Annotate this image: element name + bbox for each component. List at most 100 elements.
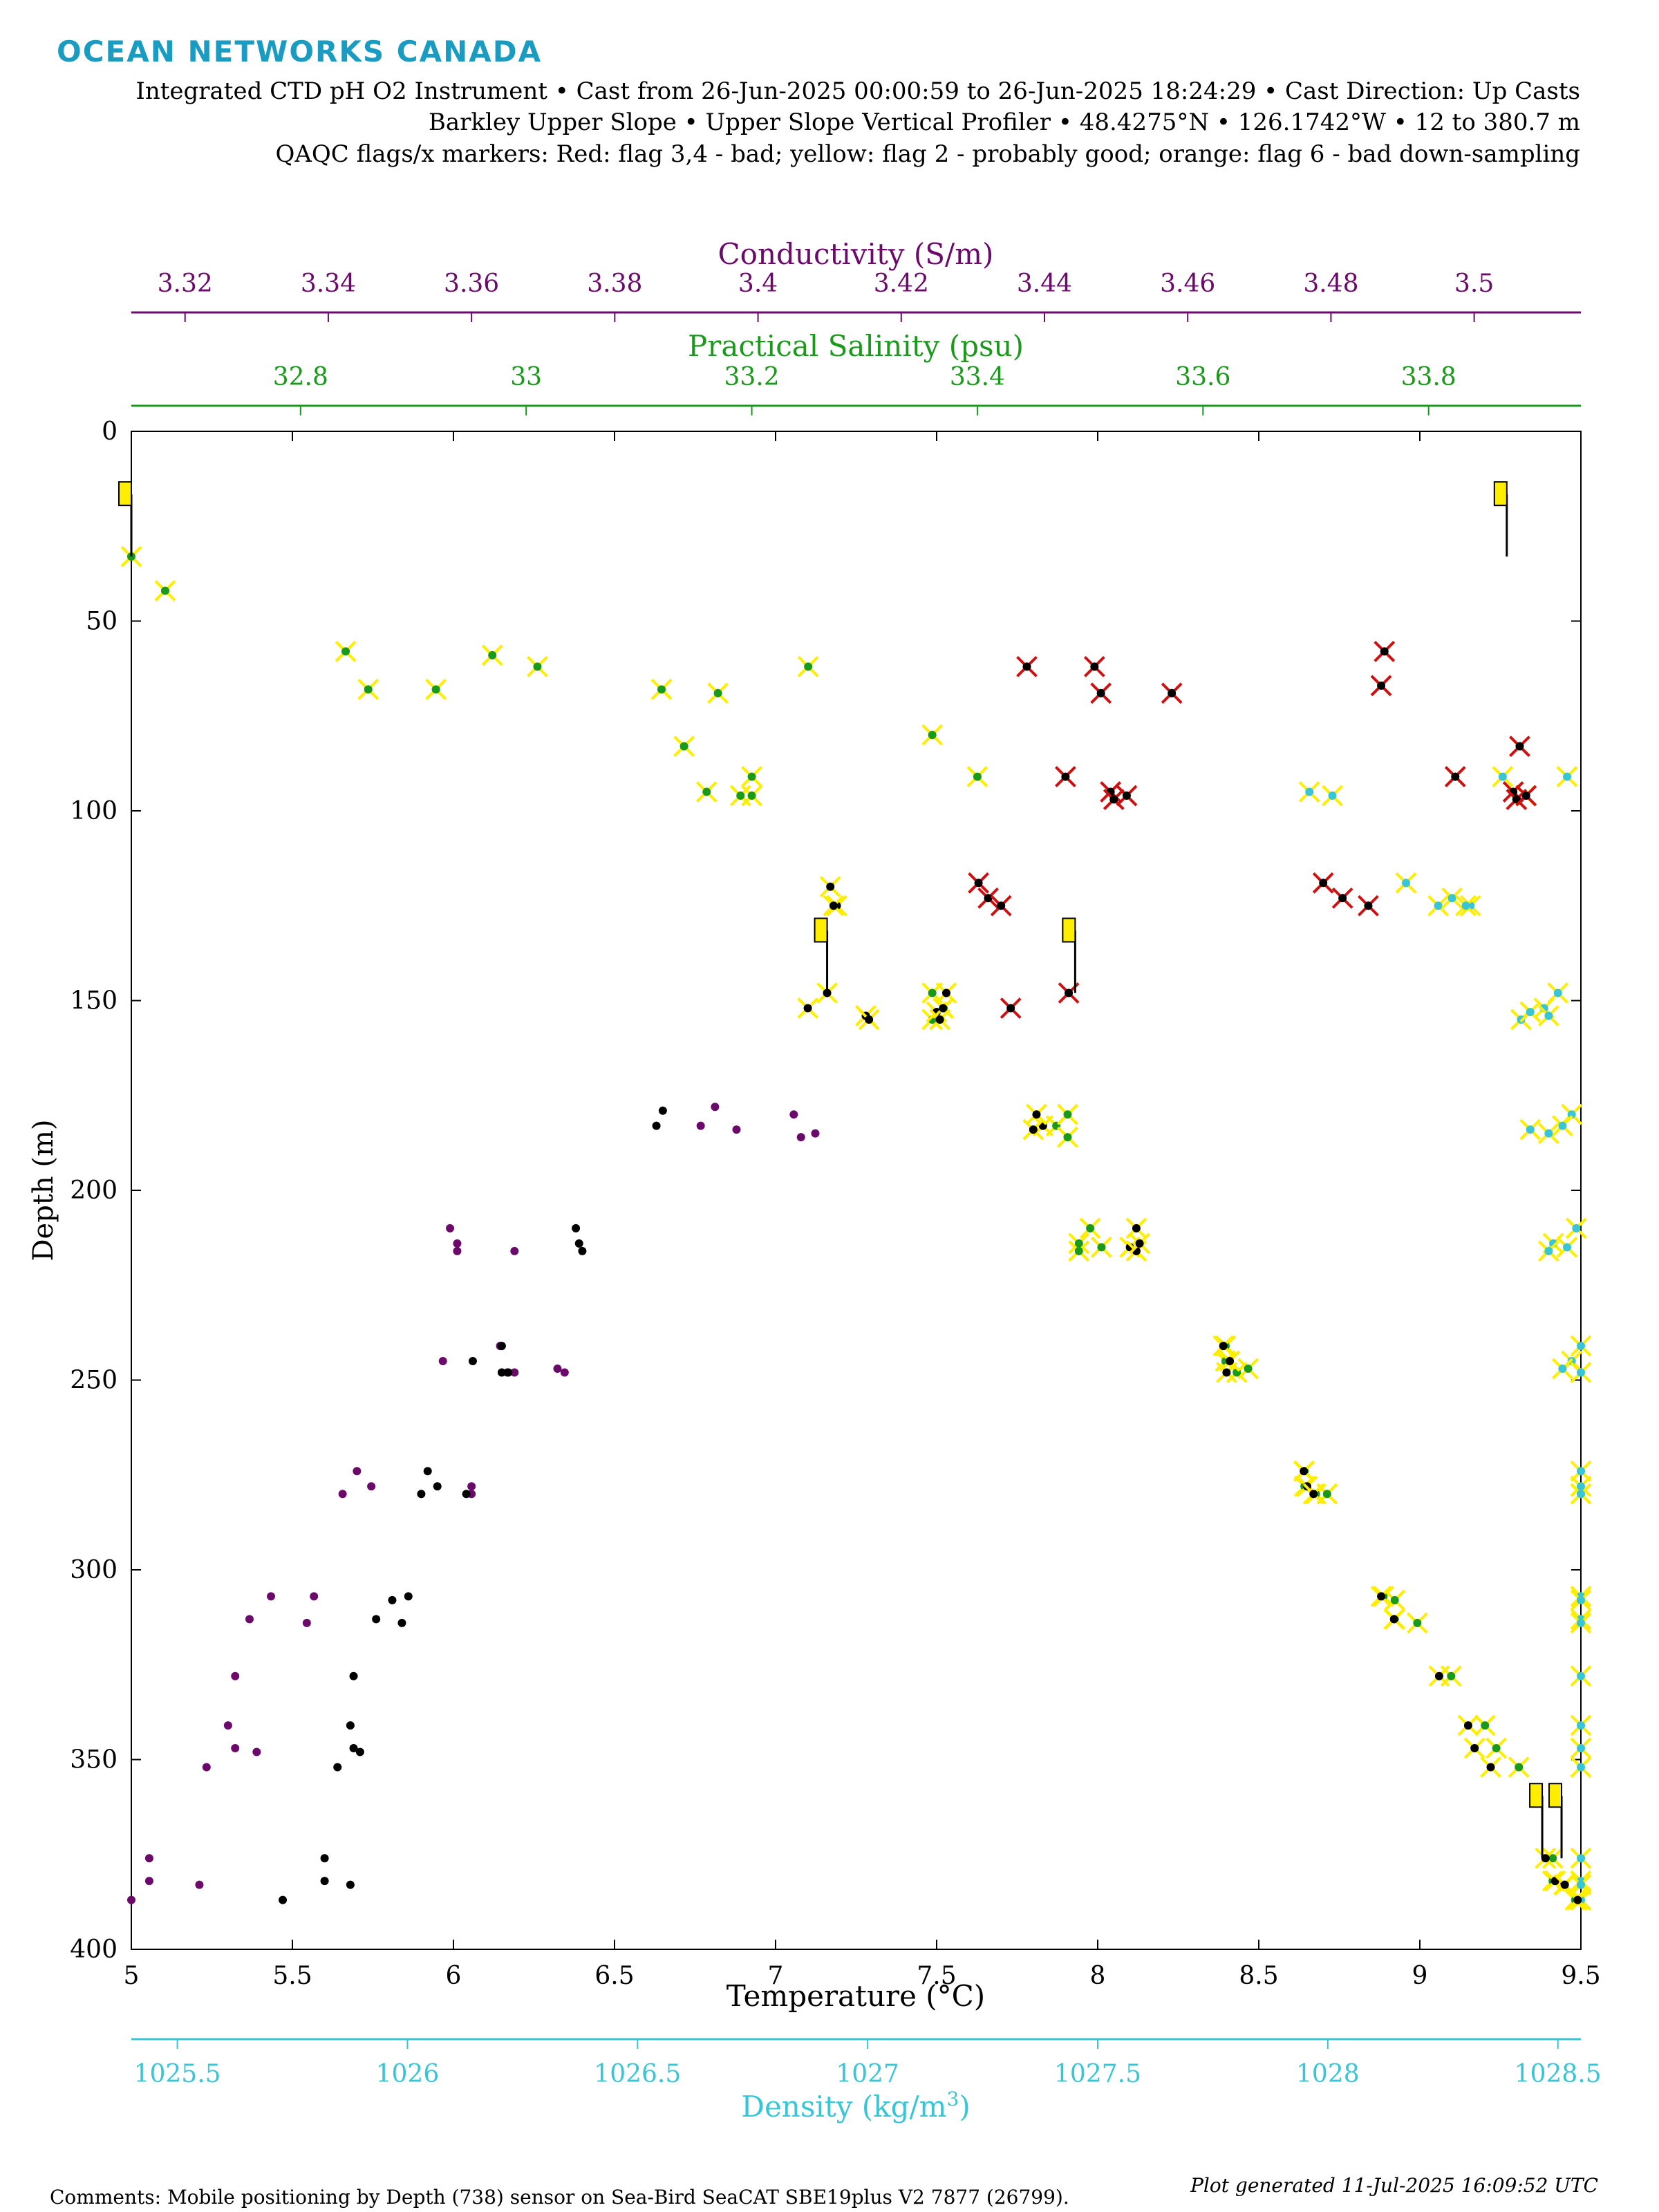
salinity-flagged-point bbox=[729, 785, 751, 807]
flag-pennant bbox=[814, 917, 828, 943]
density-point bbox=[1563, 772, 1572, 781]
density-flagged-point bbox=[1537, 1005, 1559, 1027]
temperature-point bbox=[1022, 662, 1031, 671]
temperature-flagged-point bbox=[1374, 641, 1396, 662]
density-point bbox=[1577, 1467, 1585, 1476]
salinity-axis-label: Practical Salinity (psu) bbox=[688, 329, 1024, 363]
conductivity-tick-label: 3.46 bbox=[1160, 270, 1215, 298]
salinity-flagged-point bbox=[1237, 1358, 1259, 1380]
temperature-point bbox=[320, 1854, 329, 1863]
temperature-point bbox=[468, 1357, 477, 1366]
temperature-flagged-point bbox=[1370, 1586, 1392, 1607]
density-point bbox=[1577, 1671, 1585, 1680]
conductivity-point bbox=[267, 1592, 276, 1601]
temperature-point bbox=[349, 1744, 358, 1753]
density-point bbox=[1447, 894, 1456, 903]
density-point bbox=[1577, 1368, 1585, 1377]
density-point bbox=[1577, 1744, 1585, 1753]
density-point bbox=[1577, 1763, 1585, 1772]
conductivity-point bbox=[202, 1763, 211, 1772]
conductivity-tick-label: 3.38 bbox=[587, 270, 642, 298]
temperature-point bbox=[997, 901, 1006, 910]
temperature-flagged-point bbox=[1161, 682, 1183, 704]
temperature-point bbox=[939, 1004, 948, 1013]
depth-tick-label: 50 bbox=[86, 608, 118, 636]
density-flagged-point bbox=[1537, 1123, 1559, 1145]
temperature-tick-label: 8.5 bbox=[1239, 1962, 1278, 1990]
salinity-flagged-point bbox=[1384, 1589, 1406, 1611]
conductivity-point bbox=[144, 1854, 153, 1863]
salinity-point bbox=[973, 772, 982, 781]
temperature-point bbox=[1486, 1763, 1495, 1772]
salinity-flagged-point bbox=[1068, 1232, 1090, 1255]
depth-tick-label: 400 bbox=[70, 1936, 118, 1964]
conductivity-point bbox=[353, 1467, 362, 1476]
temperature-point bbox=[462, 1490, 471, 1499]
brand-logo: OCEAN NETWORKS CANADA bbox=[57, 35, 543, 68]
conductivity-point bbox=[811, 1129, 820, 1138]
temperature-point bbox=[1560, 1880, 1569, 1889]
salinity-point bbox=[1322, 1490, 1331, 1499]
temperature-point bbox=[1226, 1357, 1235, 1366]
salinity-point bbox=[1074, 1246, 1083, 1255]
temperature-point bbox=[1309, 1490, 1318, 1499]
salinity-point bbox=[804, 662, 813, 671]
conductivity-point bbox=[310, 1592, 319, 1601]
conductivity-point bbox=[796, 1133, 805, 1142]
temperature-tick-label: 5.5 bbox=[272, 1962, 312, 1990]
density-flagged-point bbox=[1570, 1665, 1592, 1687]
temperature-flagged-point bbox=[968, 872, 989, 894]
temperature-point bbox=[1109, 795, 1118, 804]
temperature-flagged-point bbox=[977, 887, 999, 909]
density-tick-label: 1027.5 bbox=[1054, 2060, 1141, 2088]
salinity-tick-label: 33.2 bbox=[724, 363, 779, 391]
temperature-flagged-point bbox=[1000, 997, 1022, 1019]
density-point bbox=[1305, 787, 1314, 796]
temperature-tick-label: 5 bbox=[124, 1962, 140, 1990]
temperature-point bbox=[1573, 1895, 1582, 1904]
salinity-tick-label: 32.8 bbox=[273, 363, 328, 391]
temperature-point bbox=[1389, 1615, 1398, 1624]
temperature-flagged-point bbox=[1444, 766, 1466, 788]
conductivity-point bbox=[252, 1747, 261, 1756]
depth-tick-label: 200 bbox=[70, 1177, 118, 1205]
temperature-flagged-point bbox=[1215, 1362, 1237, 1383]
conductivity-point bbox=[144, 1877, 153, 1886]
density-point bbox=[1577, 1482, 1585, 1491]
temperature-flagged-point bbox=[1535, 1847, 1557, 1869]
temperature-flagged-point bbox=[1293, 1460, 1315, 1482]
temperature-flagged-point bbox=[935, 982, 957, 1004]
density-flagged-point bbox=[1570, 1475, 1592, 1497]
density-flagged-point bbox=[1570, 1737, 1592, 1759]
temperature-flagged-point bbox=[858, 1009, 880, 1031]
temperature-point bbox=[1515, 742, 1524, 751]
conductivity-point bbox=[467, 1482, 476, 1491]
density-flagged-point bbox=[1537, 1240, 1559, 1262]
salinity-flagged-point bbox=[154, 580, 176, 601]
salinity-flagged-point bbox=[1068, 1240, 1090, 1262]
temperature-flagged-point bbox=[1054, 766, 1076, 788]
density-flagged-point bbox=[1570, 1362, 1592, 1383]
conductivity-tick-label: 3.36 bbox=[444, 270, 499, 298]
temperature-flagged-point bbox=[1480, 1756, 1501, 1778]
density-tick-label: 1028 bbox=[1296, 2060, 1360, 2088]
temperature-point bbox=[658, 1106, 667, 1115]
salinity-point bbox=[1447, 1671, 1456, 1680]
temperature-tick-label: 7.5 bbox=[917, 1962, 956, 1990]
salinity-point bbox=[431, 685, 440, 694]
density-point bbox=[1461, 901, 1470, 910]
salinity-point bbox=[341, 647, 350, 656]
density-tick-label: 1027 bbox=[836, 2060, 899, 2088]
temperature-flagged-point bbox=[1331, 887, 1353, 909]
salinity-tick-label: 33 bbox=[510, 363, 542, 391]
salinity-point bbox=[747, 791, 756, 800]
density-flagged-point bbox=[1570, 1756, 1592, 1778]
temperature-point bbox=[388, 1595, 397, 1604]
temperature-point bbox=[1319, 879, 1328, 888]
temperature-axis-label: Temperature (°C) bbox=[727, 1979, 985, 2013]
density-flagged-point bbox=[1561, 1103, 1583, 1125]
temperature-point bbox=[1135, 1239, 1144, 1248]
salinity-point bbox=[679, 742, 688, 751]
temperature-flagged-point bbox=[1370, 675, 1392, 697]
salinity-flagged-point bbox=[357, 678, 379, 700]
